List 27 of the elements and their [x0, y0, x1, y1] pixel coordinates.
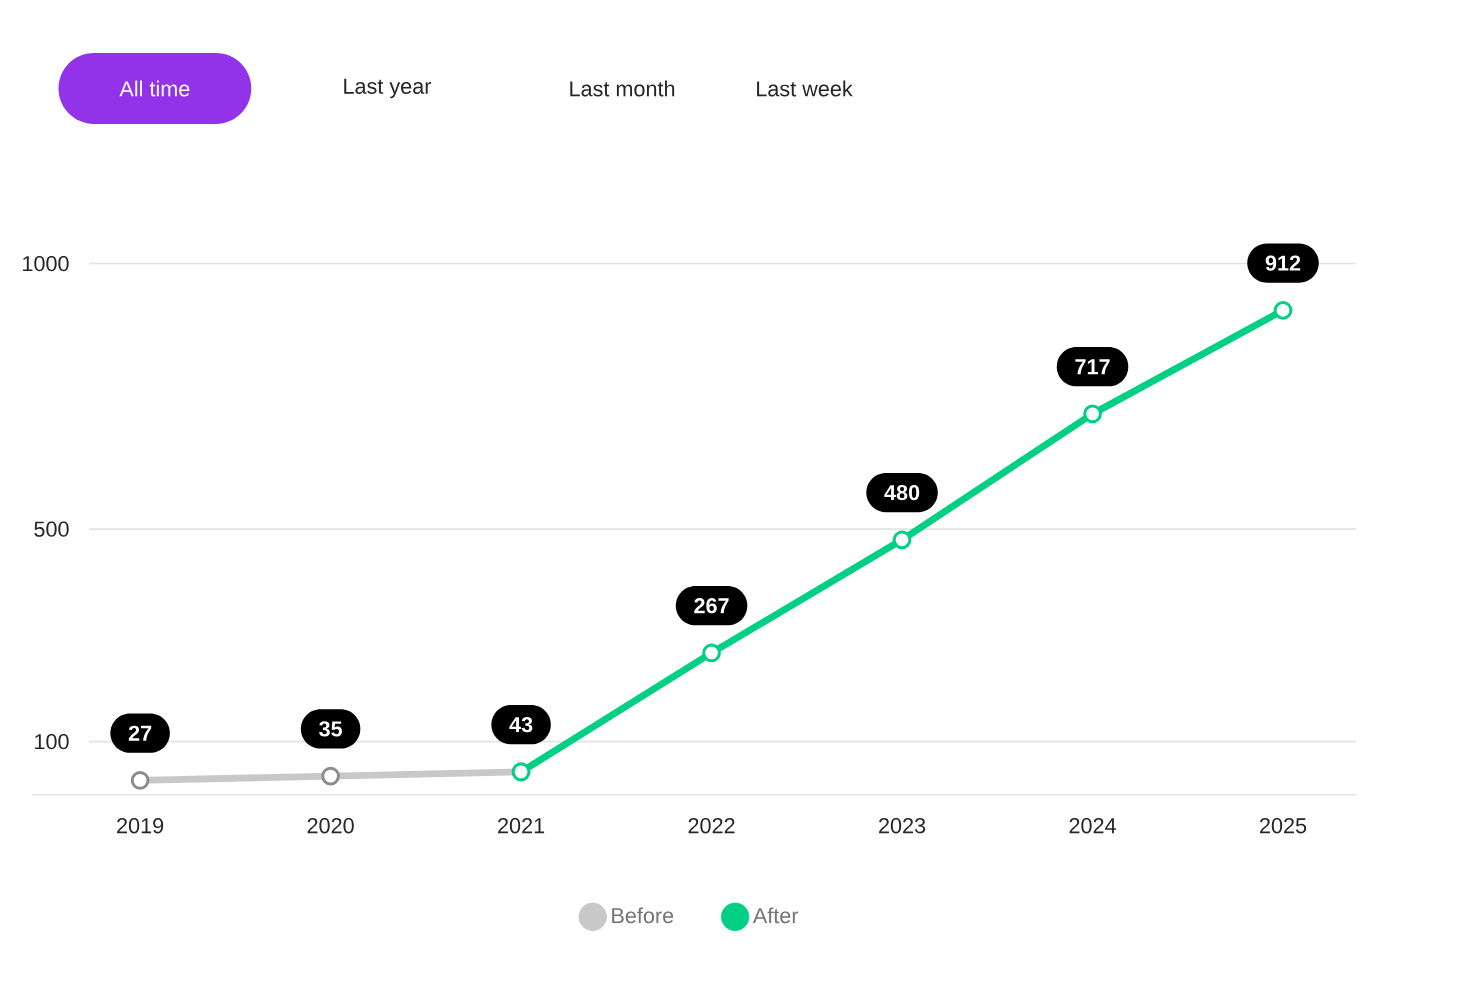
point — [702, 643, 721, 663]
data-label: 43 — [509, 716, 533, 733]
data-label: 267 — [694, 597, 729, 614]
text: Last year — [344, 78, 432, 98]
x-tick-label: 2022 — [688, 817, 735, 834]
x-tick-label: 2021 — [498, 817, 545, 834]
data-label: 717 — [1075, 359, 1110, 374]
y-tick-label: 500 — [34, 521, 69, 537]
point — [1083, 404, 1102, 424]
data-label: 27 — [128, 725, 152, 741]
x-tick-label: 2024 — [1069, 817, 1116, 834]
text: Last month — [570, 80, 675, 97]
x-tick-label: 2025 — [1260, 817, 1307, 834]
data-label: 912 — [1265, 255, 1301, 271]
y-tick-label: 1000 — [23, 255, 69, 272]
data-label: 35 — [319, 721, 342, 737]
x-tick-label: 2019 — [117, 817, 164, 834]
text: Last week — [757, 80, 853, 97]
text: All time — [119, 80, 190, 97]
legend-label: Before — [612, 907, 674, 924]
point — [1273, 300, 1293, 320]
legend-label: After — [752, 907, 799, 924]
data-label: 480 — [884, 484, 920, 501]
x-tick-label: 2023 — [879, 817, 926, 834]
x-tick-label: 2020 — [307, 817, 354, 834]
y-tick-label: 100 — [35, 733, 69, 750]
point — [892, 530, 912, 549]
